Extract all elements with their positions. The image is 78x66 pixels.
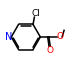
Text: O: O (47, 46, 54, 55)
Text: N: N (5, 32, 12, 42)
Text: O: O (56, 32, 63, 41)
Text: Cl: Cl (31, 9, 40, 18)
